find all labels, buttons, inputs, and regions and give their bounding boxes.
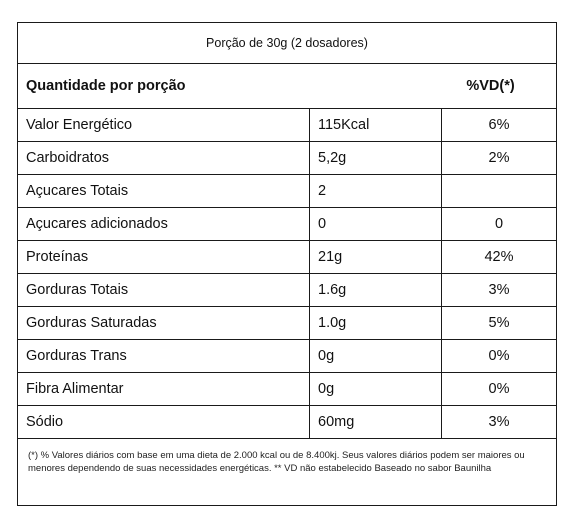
nutrient-amount: 0g [309,372,442,406]
nutrient-amount: 0g [309,339,442,373]
nutrient-amount: 1.0g [309,306,442,340]
serving-size: Porção de 30g (2 dosadores) [18,23,556,64]
table-row: Proteínas 21g 42% [18,240,556,274]
nutrient-amount: 21g [309,240,442,274]
table-row: Gorduras Totais 1.6g 3% [18,273,556,307]
nutrient-daily-value: 0 [441,207,556,241]
nutrient-daily-value: 3% [441,405,556,439]
quantity-per-serving-header: Quantidade por porção [26,78,186,94]
table-row: Gorduras Trans 0g 0% [18,339,556,373]
nutrient-name: Açucares adicionados [18,207,310,241]
table-row: Açucares Totais 2 [18,174,556,208]
nutrient-daily-value: 5% [441,306,556,340]
nutrient-name: Gorduras Saturadas [18,306,310,340]
table-row: Fibra Alimentar 0g 0% [18,372,556,406]
table-header: Quantidade por porção %VD(*) [18,64,556,109]
nutrient-name: Proteínas [18,240,310,274]
nutrient-daily-value: 3% [441,273,556,307]
nutrient-rows: Valor Energético 115Kcal 6% Carboidratos… [18,109,556,439]
nutrient-daily-value: 0% [441,339,556,373]
nutrient-amount: 1.6g [309,273,442,307]
table-row: Açucares adicionados 0 0 [18,207,556,241]
table-row: Gorduras Saturadas 1.0g 5% [18,306,556,340]
nutrient-daily-value: 42% [441,240,556,274]
table-row: Carboidratos 5,2g 2% [18,141,556,175]
nutrient-name: Sódio [18,405,310,439]
table-row: Sódio 60mg 3% [18,405,556,439]
nutrient-name: Carboidratos [18,141,310,175]
table-row: Valor Energético 115Kcal 6% [18,109,556,142]
nutrient-name: Gorduras Trans [18,339,310,373]
nutrient-daily-value: 0% [441,372,556,406]
nutrient-amount: 5,2g [309,141,442,175]
footnote: (*) % Valores diários com base em uma di… [28,450,525,474]
nutrient-amount: 115Kcal [309,109,442,142]
nutrient-amount: 2 [309,174,442,208]
nutrient-name: Gorduras Totais [18,273,310,307]
nutrient-name: Valor Energético [18,109,310,142]
nutrition-facts-table: Porção de 30g (2 dosadores) Quantidade p… [17,22,557,506]
nutrient-name: Açucares Totais [18,174,310,208]
nutrient-daily-value [441,174,556,208]
nutrient-name: Fibra Alimentar [18,372,310,406]
nutrient-amount: 60mg [309,405,442,439]
nutrient-daily-value: 6% [441,109,556,142]
nutrient-amount: 0 [309,207,442,241]
nutrient-daily-value: 2% [441,141,556,175]
daily-value-header: %VD(*) [466,78,515,94]
